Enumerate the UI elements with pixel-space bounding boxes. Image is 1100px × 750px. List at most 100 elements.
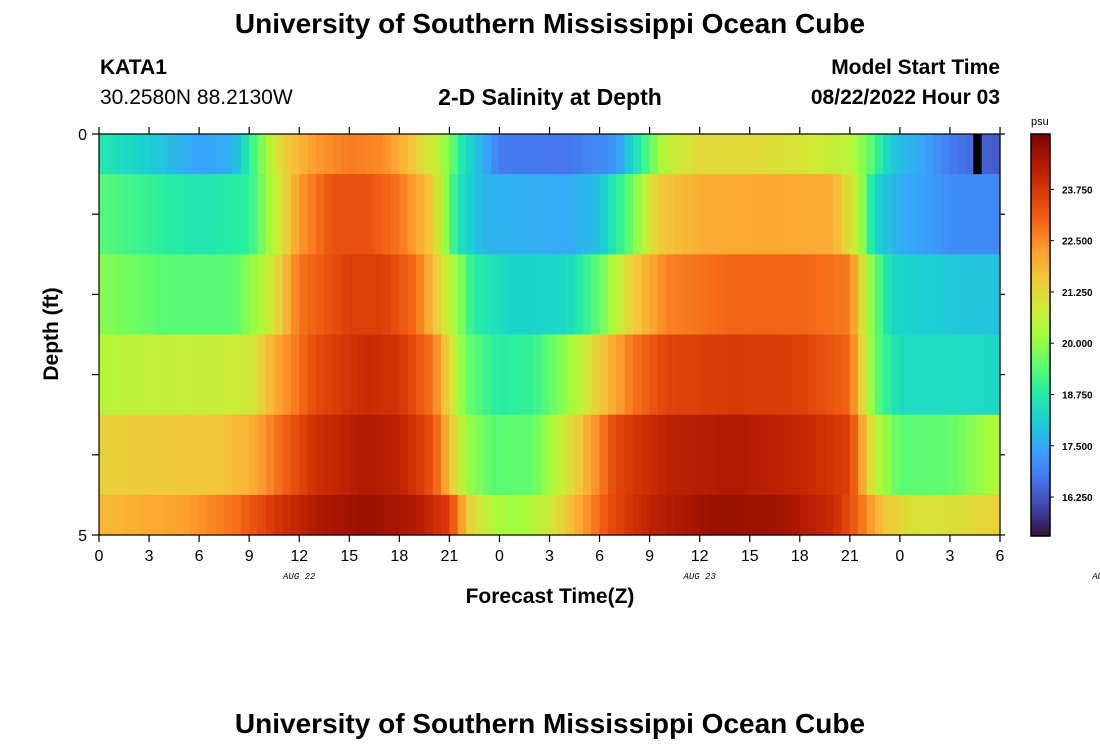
model-start-value: 08/22/2022 Hour 03 <box>810 86 1000 109</box>
heatmap-cell <box>432 334 442 416</box>
heatmap-cell <box>983 174 993 255</box>
heatmap-cell <box>908 494 918 536</box>
heatmap-cell <box>632 254 642 336</box>
heatmap-cell <box>933 134 943 175</box>
heatmap-cell <box>132 494 142 536</box>
heatmap-cell <box>107 334 117 416</box>
heatmap-cell <box>190 334 200 416</box>
heatmap-cell <box>607 254 617 336</box>
heatmap-cell <box>399 334 409 416</box>
heatmap-cell <box>824 174 834 255</box>
heatmap-cell <box>165 134 175 175</box>
heatmap-cell <box>799 334 809 416</box>
heatmap-cell <box>557 134 567 175</box>
heatmap-cell <box>933 174 943 255</box>
heatmap-cell <box>624 334 634 416</box>
heatmap-cell <box>541 334 551 416</box>
heatmap-cell <box>474 494 484 536</box>
heatmap-cell <box>966 174 976 255</box>
heatmap-cell <box>799 494 809 536</box>
heatmap-cell <box>265 494 275 536</box>
heatmap-cell <box>357 334 367 416</box>
heatmap-cell <box>616 174 626 255</box>
heatmap-cell <box>649 334 659 416</box>
heatmap-cell <box>491 414 501 496</box>
heatmap-cell <box>541 414 551 496</box>
heatmap-cell <box>691 334 701 416</box>
heatmap-cell <box>282 174 292 255</box>
heatmap-cell <box>274 174 284 255</box>
footer-title: University of Southern Mississippi Ocean… <box>234 708 866 739</box>
heatmap-cell <box>866 334 876 416</box>
heatmap-cell <box>140 134 150 175</box>
heatmap-cell <box>791 414 801 496</box>
heatmap-cell <box>566 174 576 255</box>
heatmap-cell <box>758 494 767 536</box>
heatmap-cell <box>207 334 217 416</box>
heatmap-cell <box>791 334 801 416</box>
heatmap-cell <box>532 334 542 416</box>
heatmap-cell <box>282 414 292 496</box>
heatmap-cell <box>666 494 676 536</box>
heatmap-cell <box>507 174 517 255</box>
heatmap-cell <box>941 414 951 496</box>
heatmap-cell <box>949 254 959 336</box>
heatmap-cell <box>991 414 1001 496</box>
heatmap-cell <box>783 494 793 536</box>
heatmap-cell <box>682 334 692 416</box>
heatmap-cell <box>758 334 767 416</box>
heatmap-cell <box>599 134 609 175</box>
heatmap-cell <box>941 334 951 416</box>
heatmap-cell <box>107 414 117 496</box>
heatmap-cell <box>199 494 209 536</box>
heatmap-cell <box>224 134 234 175</box>
heatmap-cell <box>649 174 659 255</box>
heatmap-cell <box>457 414 467 496</box>
heatmap-cell <box>432 254 442 336</box>
heatmap-cell <box>833 414 843 496</box>
heatmap-cell <box>774 414 784 496</box>
heatmap-cell <box>240 254 250 336</box>
heatmap-cell <box>140 494 150 536</box>
heatmap-cell <box>140 254 150 336</box>
heatmap-cell <box>774 494 784 536</box>
heatmap-cell <box>849 254 859 336</box>
heatmap-cell <box>641 494 651 536</box>
heatmap-cell <box>733 494 742 536</box>
x-tick-label: 15 <box>741 548 759 565</box>
heatmap-cell <box>908 414 918 496</box>
heatmap-cell <box>290 134 300 175</box>
colorbar-ticks: 23.750 22.500 21.250 20.000 18.750 17.500 16.2… <box>1050 185 1093 504</box>
heatmap-cell <box>416 414 425 496</box>
heatmap-cell <box>340 174 350 255</box>
heatmap-cell <box>841 134 851 175</box>
heatmap-cell <box>799 174 809 255</box>
heatmap-cell <box>983 414 993 496</box>
heatmap-cell <box>407 334 417 416</box>
model-start-label: Model Start Time <box>831 56 1000 79</box>
colorbar <box>1030 133 1051 537</box>
heatmap-cell <box>457 254 467 336</box>
heatmap-cell <box>115 254 125 336</box>
heatmap-cell <box>924 334 934 416</box>
heatmap-cell <box>891 254 901 336</box>
heatmap-cell <box>691 174 701 255</box>
heatmap-cell <box>516 254 526 336</box>
heatmap-cell <box>491 254 501 336</box>
heatmap-cell <box>441 134 450 175</box>
heatmap-cell <box>582 134 592 175</box>
heatmap-cell <box>232 334 242 416</box>
heatmap-cell <box>499 494 509 536</box>
heatmap-cell <box>307 134 317 175</box>
heatmap-cell <box>974 494 984 536</box>
heatmap-cell <box>933 414 943 496</box>
x-tick-label: 3 <box>145 548 154 565</box>
heatmap-cell <box>657 174 667 255</box>
heatmap-cell <box>290 414 300 496</box>
heatmap-cell <box>374 494 384 536</box>
heatmap-cell <box>899 134 909 175</box>
heatmap-cell <box>924 254 934 336</box>
heatmap-cell <box>457 494 467 536</box>
heatmap-cell <box>507 494 517 536</box>
heatmap-cell <box>265 254 275 336</box>
